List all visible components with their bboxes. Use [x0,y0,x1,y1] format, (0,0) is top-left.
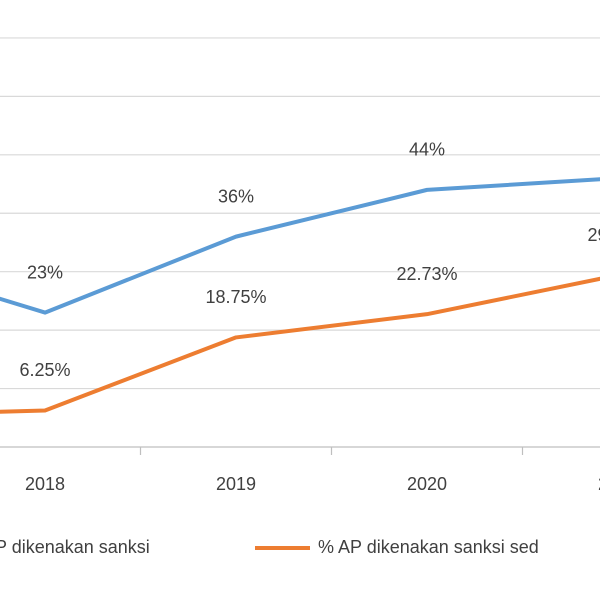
legend-label: % AP dikenakan sanksi sed [318,537,539,557]
legend-label: % AP dikenakan sanksi [0,537,150,557]
data-label: 23% [27,262,63,282]
x-tick-label: 2021 [598,474,600,494]
data-label: 22.73% [396,264,457,284]
series-line [0,276,600,414]
x-tick-label: 2018 [25,474,65,494]
x-tick-label: 2019 [216,474,256,494]
data-label: 6.25% [19,360,70,380]
x-tick-label: 2020 [407,474,447,494]
data-label: 29.41% [587,225,600,245]
data-label: 36% [218,186,254,206]
series-line [0,177,600,315]
data-label: 18.75% [205,287,266,307]
data-label: 44% [409,140,445,160]
